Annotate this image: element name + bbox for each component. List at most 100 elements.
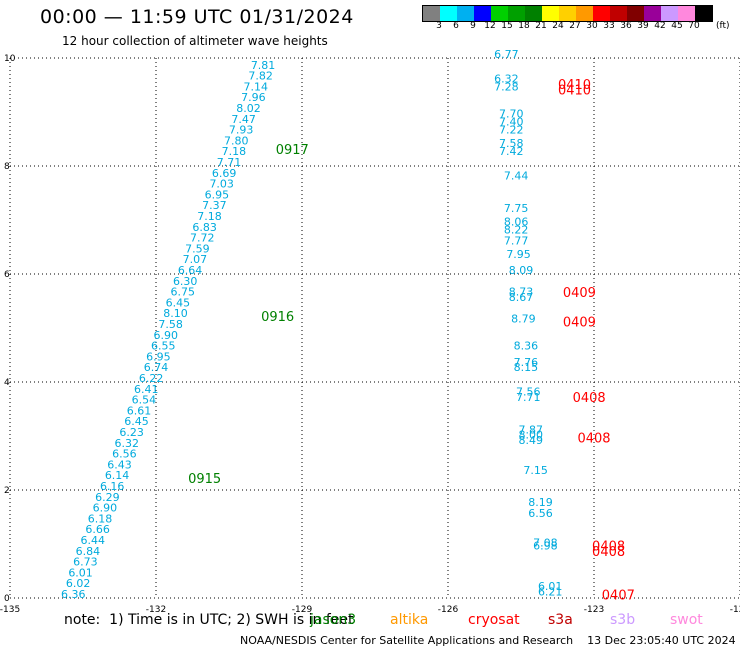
- wave-height-value: 8.15: [514, 361, 539, 374]
- pass-time-label: 0407: [602, 588, 635, 603]
- satellite-legend-item: s3a: [548, 612, 573, 628]
- legend-tick-label: 70: [688, 21, 700, 31]
- wave-height-value: 6.83: [192, 221, 217, 234]
- wave-height-value: 6.32: [494, 72, 519, 85]
- wave-height-value: 6.54: [132, 394, 157, 407]
- legend-swatch: [440, 6, 457, 21]
- satellite-legend-item: cryosat: [468, 612, 520, 628]
- footer-note: note: 1) Time is in UTC; 2) SWH is in fe…: [64, 612, 354, 628]
- wave-height-value: 7.72: [190, 232, 215, 245]
- legend-tick-label: 3: [436, 21, 442, 31]
- legend-tick-label: 45: [671, 21, 683, 31]
- legend-tick-label: 9: [470, 21, 476, 31]
- wave-height-value: 6.41: [134, 383, 159, 396]
- wave-height-value: 6.21: [538, 585, 563, 598]
- wave-height-value: 7.56: [516, 386, 541, 399]
- wave-height-value: 6.90: [93, 502, 118, 515]
- pass-time-label: 0917: [276, 143, 309, 158]
- wave-height-value: 6.55: [151, 340, 176, 353]
- legend-swatch: [593, 6, 610, 21]
- x-tick-label: -126: [438, 605, 459, 615]
- wave-height-value: 7.96: [241, 91, 266, 104]
- y-tick-label: 4: [4, 378, 10, 388]
- legend-swatch: [457, 6, 474, 21]
- wave-height-value: 7.75: [504, 202, 529, 215]
- wave-height-value: 7.44: [504, 170, 529, 183]
- wave-height-value: 6.64: [178, 264, 203, 277]
- wave-height-value: 6.32: [115, 437, 140, 450]
- wave-height-value: 6.22: [139, 372, 164, 385]
- wave-height-value: 6.95: [146, 350, 171, 363]
- wave-height-value: 7.71: [516, 391, 541, 404]
- legend-tick-label: 21: [535, 21, 547, 31]
- wave-height-value: 6.77: [494, 48, 519, 61]
- wave-height-value: 8.36: [514, 340, 539, 353]
- wave-height-value: 8.09: [509, 264, 534, 277]
- wave-height-value: 6.66: [85, 523, 110, 536]
- legend-swatch: [542, 6, 559, 21]
- wave-height-value: 7.87: [518, 423, 543, 436]
- wave-height-value: 7.03: [209, 178, 234, 191]
- pass-time-label: 0408: [573, 391, 606, 406]
- wave-height-value: 7.18: [222, 145, 247, 158]
- x-tick-label: -135: [0, 605, 20, 615]
- x-tick-label: -132: [146, 605, 166, 615]
- y-tick-label: 8: [4, 162, 10, 172]
- pass-time-label: 0409: [563, 316, 596, 331]
- wave-height-value: 8.79: [511, 313, 536, 326]
- legend-swatch: [474, 6, 491, 21]
- wave-height-value: 6.56: [528, 507, 553, 520]
- wave-height-value: 6.90: [153, 329, 178, 342]
- wave-height-value: 8.67: [509, 291, 534, 304]
- wave-height-value: 7.22: [499, 124, 524, 137]
- legend-tick-label: 6: [453, 21, 459, 31]
- pass-time-label: 0408: [592, 540, 625, 555]
- legend-tick-label: 12: [484, 21, 496, 31]
- chart-subtitle: 12 hour collection of altimeter wave hei…: [62, 34, 328, 48]
- legend-tick-label: 33: [603, 21, 615, 31]
- wave-height-value: 6.69: [212, 167, 237, 180]
- legend-swatch: [508, 6, 525, 21]
- wave-height-value: 6.45: [124, 415, 149, 428]
- pass-time-label: 0410: [558, 83, 591, 98]
- satellite-legend-item: altika: [390, 612, 429, 628]
- y-tick-label: 2: [4, 486, 10, 496]
- wave-height-value: 6.14: [105, 469, 130, 482]
- wave-height-value: 7.71: [217, 156, 242, 169]
- wave-height-value: 6.43: [107, 458, 132, 471]
- wave-height-value: 8.73: [509, 286, 534, 299]
- satellite-legend-item: jason3: [310, 612, 357, 628]
- wave-height-value: 7.37: [202, 199, 227, 212]
- legend-tick-label: 27: [569, 21, 581, 31]
- wave-height-value: 8.06: [504, 215, 529, 228]
- y-tick-label: 6: [4, 270, 10, 280]
- wave-height-value: 7.80: [224, 134, 249, 147]
- color-scale-legend: [422, 5, 713, 22]
- wave-height-value: 8.02: [236, 102, 261, 115]
- legend-tick-label: 24: [552, 21, 564, 31]
- legend-tick-label: 39: [637, 21, 649, 31]
- legend-tick-label: 36: [620, 21, 632, 31]
- wave-height-value: 6.95: [205, 188, 230, 201]
- wave-height-value: 6.18: [88, 512, 113, 525]
- wave-height-value: 7.93: [229, 124, 254, 137]
- wave-height-value: 6.84: [76, 545, 101, 558]
- pass-time-label: 0915: [188, 472, 221, 487]
- wave-height-value: 6.74: [144, 361, 169, 374]
- wave-height-value: 6.45: [166, 296, 191, 309]
- legend-unit-label: (ft): [716, 21, 730, 31]
- pass-time-label: 0409: [563, 286, 596, 301]
- wave-height-value: 7.14: [244, 80, 269, 93]
- wave-height-value: 8.10: [163, 307, 188, 320]
- wave-height-value: 7.47: [231, 113, 256, 126]
- credit-line: NOAA/NESDIS Center for Satellite Applica…: [240, 634, 736, 647]
- wave-height-value: 6.02: [66, 577, 91, 590]
- legend-swatch: [610, 6, 627, 21]
- legend-tick-label: 18: [518, 21, 530, 31]
- wave-height-value: 8.49: [518, 434, 543, 447]
- wave-height-value: 7.18: [197, 210, 222, 223]
- legend-swatch: [559, 6, 576, 21]
- wave-height-value: 6.29: [95, 491, 120, 504]
- legend-swatch: [695, 6, 712, 21]
